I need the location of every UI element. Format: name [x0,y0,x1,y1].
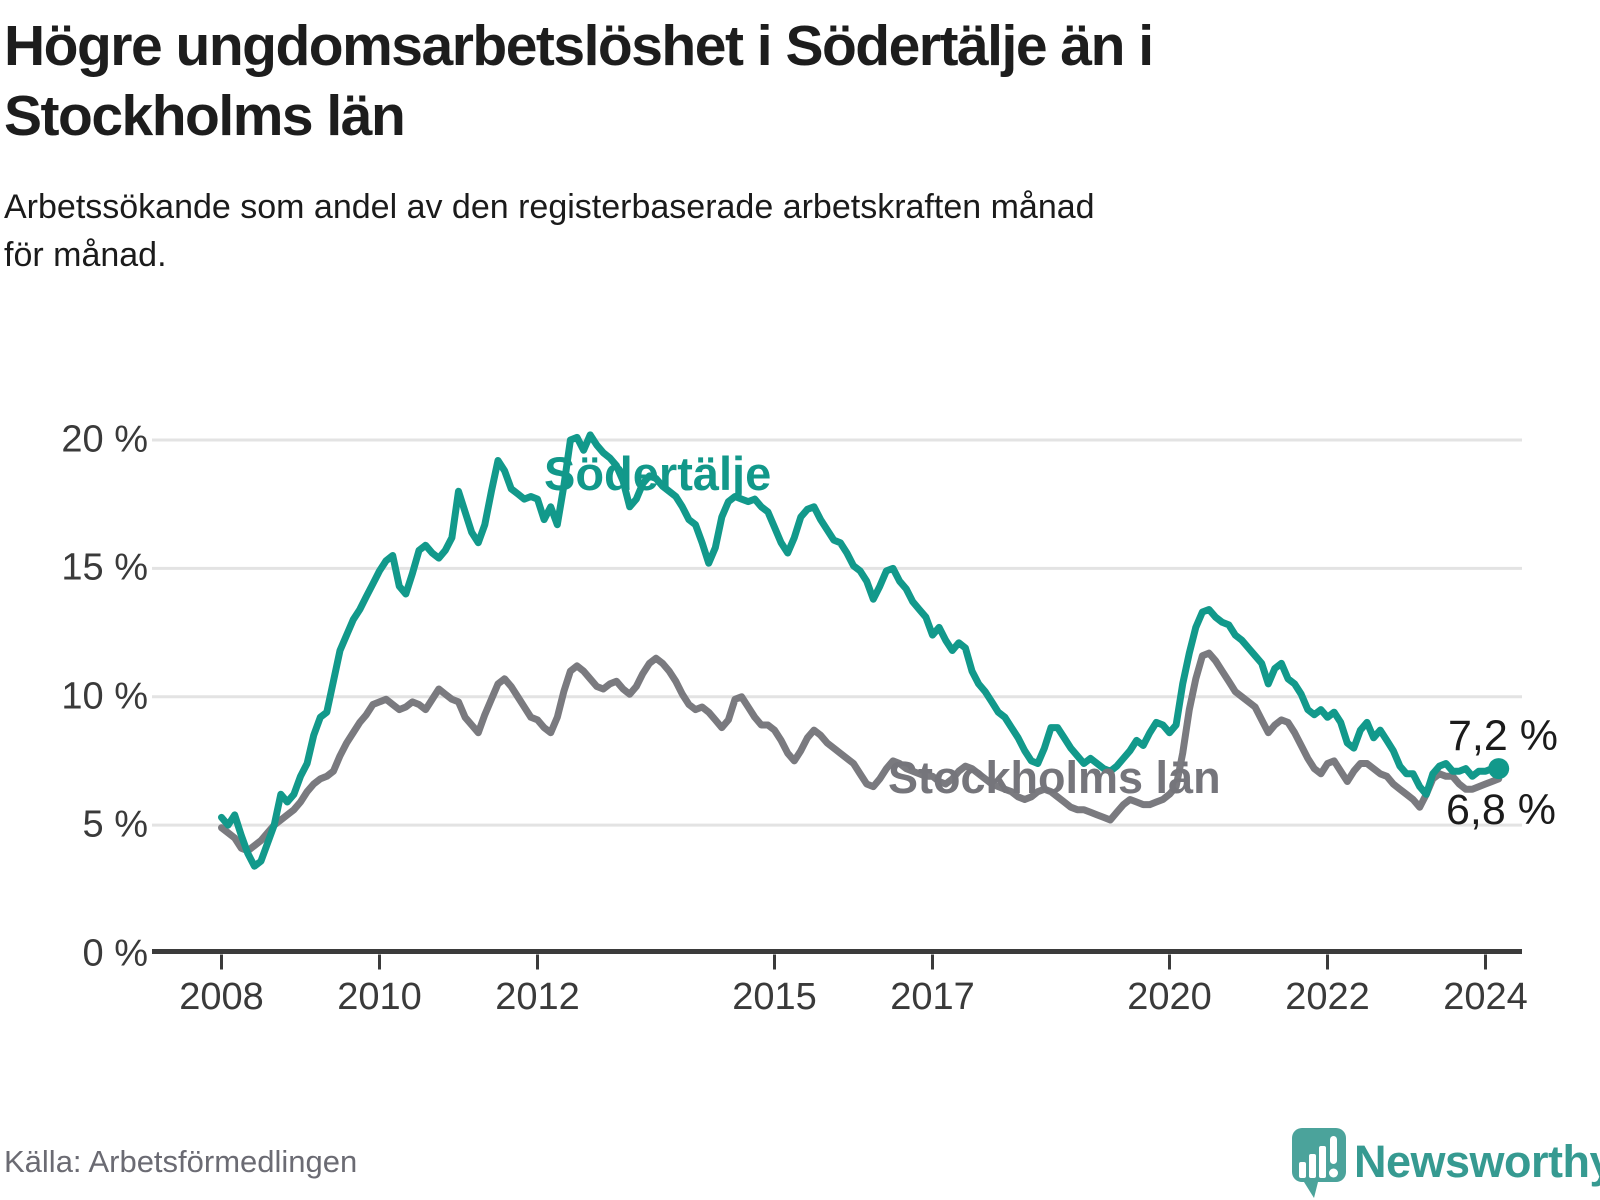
series-label-stockholms-lan: Stockholms län [888,752,1221,803]
title-line-2: Stockholms län [4,83,406,148]
y-tick-label-15: 15 % [61,546,148,589]
y-tick-label-0: 0 % [82,932,148,974]
chart-subtitle: Arbetssökande som andel av den registerb… [4,184,1564,279]
page-title: Högre ungdomsarbetslöshet i Södertälje ä… [4,12,1504,151]
x-tick-label-2015: 2015 [732,976,817,1018]
end-value-label-stockholms-lan: 6,8 % [1446,786,1556,834]
logo-bar-3 [1319,1146,1326,1178]
y-tick-label-20: 20 % [61,418,148,461]
subtitle-line-1: Arbetssökande som andel av den registerb… [4,188,1095,226]
source-note: Källa: Arbetsförmedlingen [4,1144,358,1179]
x-tick-label-2017: 2017 [890,976,975,1018]
end-value-label-sodertalje: 7,2 % [1448,712,1558,760]
brand-wordmark: Newsworthy [1354,1136,1600,1187]
x-tick-label-2008: 2008 [179,976,264,1018]
title-line-1: Högre ungdomsarbetslöshet i Södertälje ä… [4,14,1154,78]
subtitle-line-2: för månad. [4,235,167,274]
x-tick-label-2020: 2020 [1127,976,1212,1018]
x-tick-label-2022: 2022 [1285,976,1370,1018]
y-tick-label-10: 10 % [61,675,148,718]
series-line-0 [218,431,1503,870]
logo-exclamation-dot [1329,1168,1338,1178]
newsworthy-logo-icon [1292,1128,1346,1198]
logo-exclamation-bar [1330,1136,1337,1164]
logo-bar-2 [1309,1154,1316,1178]
series-end-dot [1488,758,1510,780]
x-tick-label-2012: 2012 [495,976,580,1018]
series-line-1 [218,649,1503,855]
series-label-sodertalje: Södertälje [544,447,772,500]
x-tick-label-2024: 2024 [1443,976,1528,1018]
y-tick-label-5: 5 % [82,803,148,846]
x-tick-label-2010: 2010 [337,976,422,1018]
logo-bar-1 [1299,1162,1306,1178]
